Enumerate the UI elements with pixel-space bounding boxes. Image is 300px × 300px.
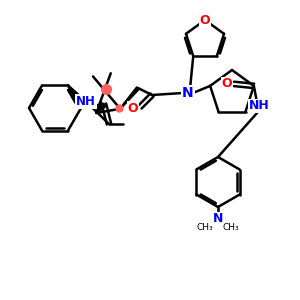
Text: O: O: [222, 77, 232, 90]
Text: N: N: [213, 212, 223, 226]
Text: NH: NH: [248, 99, 269, 112]
Polygon shape: [120, 87, 139, 109]
Text: O: O: [200, 14, 210, 26]
Text: CH₃: CH₃: [223, 223, 239, 232]
Text: NH: NH: [76, 95, 96, 108]
Text: CH₃: CH₃: [197, 223, 213, 232]
Text: O: O: [128, 101, 138, 115]
Text: N: N: [182, 86, 194, 100]
